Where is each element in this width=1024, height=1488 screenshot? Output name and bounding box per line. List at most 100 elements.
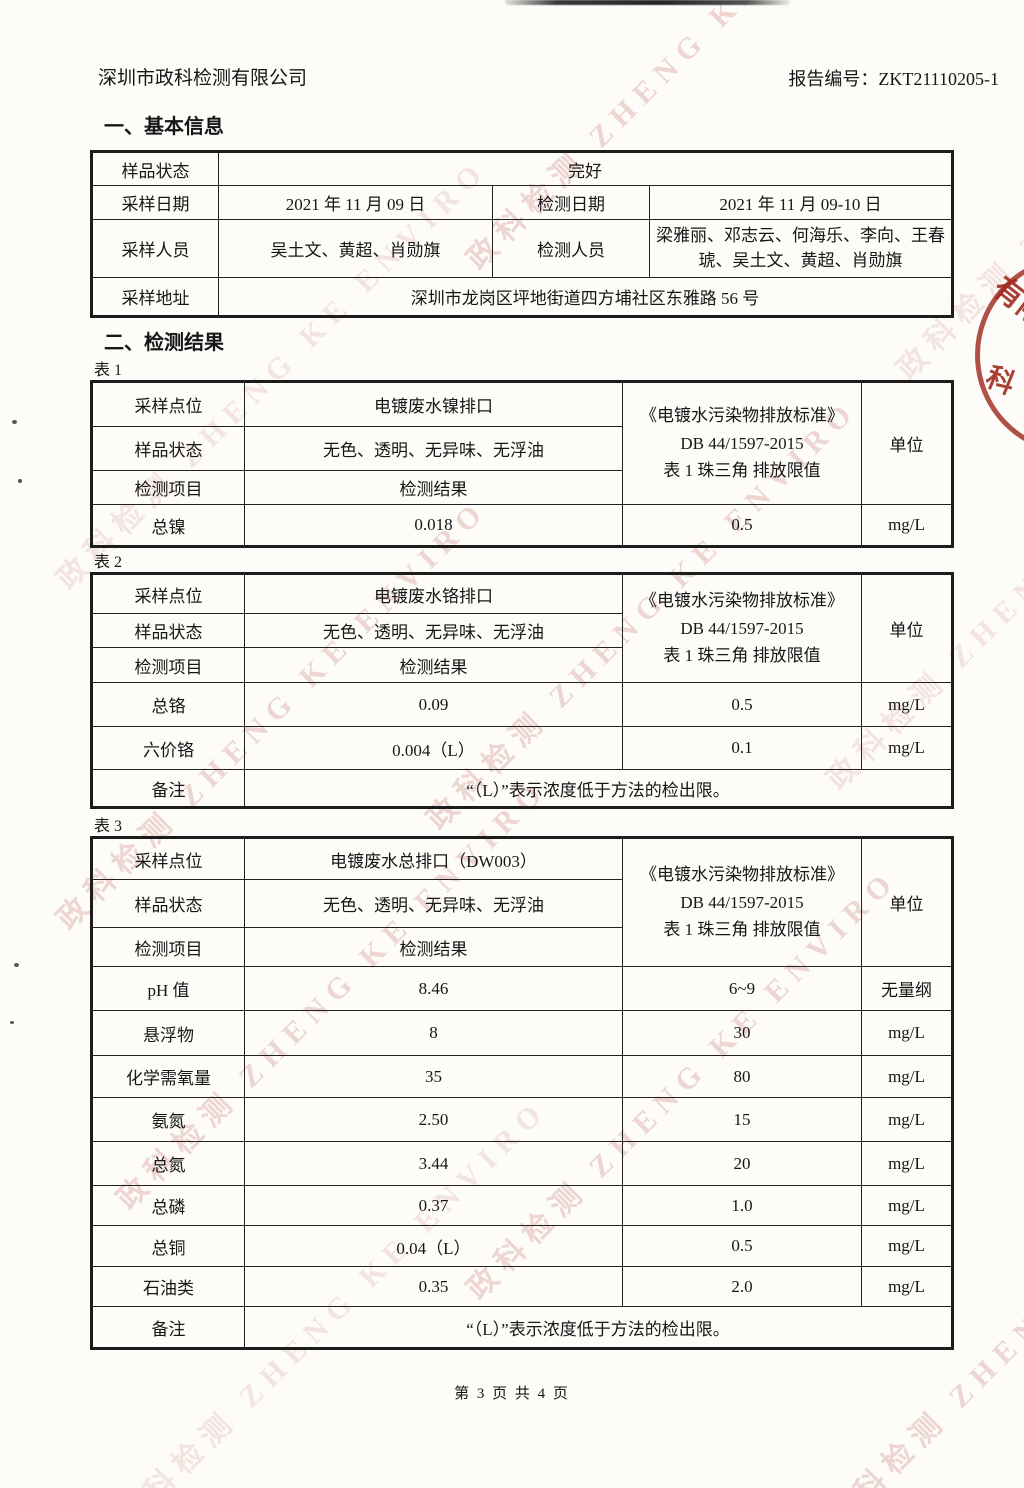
- item-limit: 30: [622, 1010, 862, 1056]
- test-result-label: 检测结果: [244, 927, 623, 967]
- sampling-point-value: 电镀废水镍排口: [244, 381, 623, 427]
- test-staff-value: 梁雅丽、邓志云、何海乐、李向、王春琥、吴土文、黄超、肖勋旗: [648, 219, 954, 278]
- unit-column-header: 单位: [861, 837, 953, 967]
- table-row: 石油类 0.35 2.0 mg/L: [91, 1266, 953, 1307]
- result-table-3: 采样点位 电镀废水总排口（DW003） 《电镀水污染物排放标准》 DB 44/1…: [90, 836, 954, 1350]
- test-staff-label: 检测人员: [492, 219, 650, 278]
- table-row: 氨氮 2.50 15 mg/L: [91, 1097, 953, 1142]
- sampling-point-value: 电镀废水总排口（DW003）: [244, 837, 623, 880]
- item-result: 0.09: [244, 682, 623, 727]
- sampling-date-value: 2021 年 11 月 09 日: [218, 185, 493, 220]
- red-seal: 有限 科: [975, 255, 1024, 455]
- item-result: 35: [244, 1055, 623, 1098]
- standard-limit-note: 表 1 珠三角 排放限值: [663, 646, 821, 666]
- standard-name: 《电镀水污染物排放标准》: [640, 865, 844, 885]
- item-name: 总磷: [91, 1185, 245, 1226]
- item-unit: mg/L: [861, 1225, 953, 1267]
- table-row: 化学需氧量 35 80 mg/L: [91, 1055, 953, 1098]
- item-name: 六价铬: [91, 726, 245, 770]
- sampling-date-label: 采样日期: [91, 185, 219, 220]
- unit-column-header: 单位: [861, 573, 953, 683]
- item-result: 0.004（L）: [244, 726, 623, 770]
- item-limit: 0.5: [622, 1225, 862, 1267]
- test-result-label: 检测结果: [244, 470, 623, 505]
- item-name: 总镍: [91, 504, 245, 547]
- item-limit: 0.1: [622, 726, 862, 770]
- scan-speck: [12, 420, 17, 424]
- sample-status-value: 完好: [217, 151, 954, 186]
- standard-name: 《电镀水污染物排放标准》: [640, 591, 844, 611]
- item-limit: 6~9: [622, 966, 862, 1011]
- item-result: 0.35: [244, 1266, 623, 1307]
- table-row: 六价铬 0.004（L） 0.1 mg/L: [91, 726, 953, 770]
- item-limit: 0.5: [622, 682, 862, 727]
- table-row: 总铬 0.09 0.5 mg/L: [91, 682, 953, 727]
- table-row: 总镍 0.018 0.5 mg/L: [91, 504, 953, 547]
- sampling-staff-value: 吴土文、黄超、肖勋旗: [218, 219, 493, 278]
- section-title-results: 二、检测结果: [104, 332, 224, 354]
- item-name: 悬浮物: [91, 1010, 245, 1056]
- item-name: pH 值: [91, 966, 245, 1011]
- test-item-label: 检测项目: [91, 470, 245, 505]
- item-unit: mg/L: [861, 1141, 953, 1186]
- scan-speck: [14, 963, 19, 967]
- scan-artifact-top-bar: [505, 0, 790, 5]
- result-table-2: 采样点位 电镀废水铬排口 《电镀水污染物排放标准》 DB 44/1597-201…: [90, 572, 954, 809]
- standard-limit-note: 表 1 珠三角 排放限值: [663, 920, 821, 940]
- test-item-label: 检测项目: [91, 647, 245, 683]
- item-result: 0.018: [244, 504, 623, 547]
- item-unit: mg/L: [861, 1266, 953, 1307]
- table3-caption: 表 3: [94, 818, 123, 835]
- item-name: 化学需氧量: [91, 1055, 245, 1098]
- test-result-label: 检测结果: [244, 647, 623, 683]
- company-name: 深圳市政科检测有限公司: [98, 68, 308, 89]
- standard-cell: 《电镀水污染物排放标准》 DB 44/1597-2015 表 1 珠三角 排放限…: [622, 573, 862, 683]
- table-row: pH 值 8.46 6~9 无量纲: [91, 966, 953, 1011]
- result-table-1: 采样点位 电镀废水镍排口 《电镀水污染物排放标准》 DB 44/1597-201…: [90, 380, 954, 548]
- item-unit: mg/L: [861, 1055, 953, 1098]
- item-name: 总氮: [91, 1141, 245, 1186]
- item-limit: 0.5: [622, 504, 862, 547]
- test-date-value: 2021 年 11 月 09-10 日: [648, 185, 954, 220]
- sampling-point-label: 采样点位: [91, 381, 245, 427]
- sampling-point-value: 电镀废水铬排口: [244, 573, 623, 614]
- item-limit: 2.0: [622, 1266, 862, 1307]
- sampling-staff-label: 采样人员: [91, 219, 219, 278]
- standard-cell: 《电镀水污染物排放标准》 DB 44/1597-2015 表 1 珠三角 排放限…: [622, 381, 862, 505]
- table1-caption: 表 1: [94, 362, 123, 379]
- item-limit: 20: [622, 1141, 862, 1186]
- remark-row: 备注 “（L）”表示浓度低于方法的检出限。: [91, 769, 953, 808]
- sample-status-value: 无色、透明、无异味、无浮油: [244, 879, 623, 928]
- footer-page-number: 第 3 页 共 4 页: [454, 1386, 570, 1402]
- item-unit: mg/L: [861, 1010, 953, 1056]
- item-result: 2.50: [244, 1097, 623, 1142]
- scan-speck: [10, 1021, 14, 1024]
- sample-status-label: 样品状态: [91, 151, 219, 186]
- standard-code: DB 44/1597-2015: [680, 433, 804, 453]
- item-limit: 15: [622, 1097, 862, 1142]
- table-row: 悬浮物 8 30 mg/L: [91, 1010, 953, 1056]
- item-name: 总铜: [91, 1225, 245, 1267]
- basic-info-table: 样品状态 完好 采样日期 2021 年 11 月 09 日 检测日期 2021 …: [90, 150, 955, 318]
- item-result: 8: [244, 1010, 623, 1056]
- item-unit: mg/L: [861, 682, 953, 727]
- section-title-basic-info: 一、基本信息: [104, 116, 224, 138]
- item-result: 0.37: [244, 1185, 623, 1226]
- item-result: 3.44: [244, 1141, 623, 1186]
- sample-status-value: 无色、透明、无异味、无浮油: [244, 426, 623, 471]
- seal-text-fragment: 科: [981, 361, 1019, 402]
- standard-code: DB 44/1597-2015: [680, 618, 804, 638]
- seal-text-fragment: 有限: [986, 271, 1024, 335]
- sampling-address-label: 采样地址: [91, 277, 219, 317]
- table-row: 总磷 0.37 1.0 mg/L: [91, 1185, 953, 1226]
- item-unit: 无量纲: [861, 966, 953, 1011]
- remark-text: “（L）”表示浓度低于方法的检出限。: [244, 1306, 953, 1349]
- remark-label: 备注: [91, 769, 245, 808]
- item-name: 总铬: [91, 682, 245, 727]
- sample-status-value: 无色、透明、无异味、无浮油: [244, 613, 623, 648]
- sampling-point-label: 采样点位: [91, 573, 245, 614]
- sample-status-label: 样品状态: [91, 426, 245, 471]
- item-limit: 1.0: [622, 1185, 862, 1226]
- item-unit: mg/L: [861, 504, 953, 547]
